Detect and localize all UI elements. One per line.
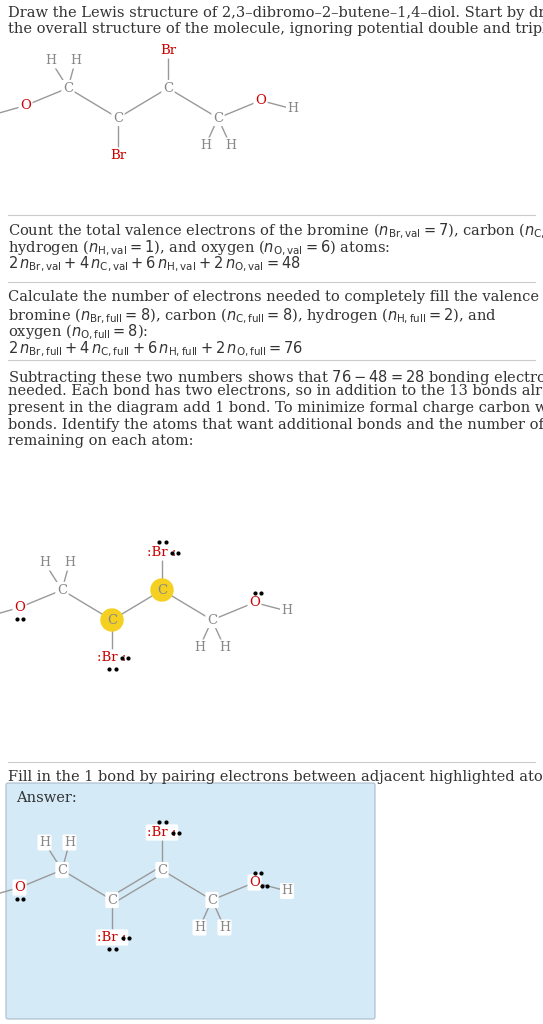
Text: O: O (249, 876, 260, 889)
Text: C: C (213, 112, 223, 125)
Text: $2\,n_{\mathrm{Br,full}}+4\,n_{\mathrm{C,full}}+6\,n_{\mathrm{H,full}}+2\,n_{\ma: $2\,n_{\mathrm{Br,full}}+4\,n_{\mathrm{C… (8, 340, 304, 358)
Text: remaining on each atom:: remaining on each atom: (8, 434, 193, 449)
Text: C: C (157, 863, 167, 877)
Text: O: O (20, 99, 31, 112)
Text: oxygen ($n_{\mathrm{O,full}}=8$):: oxygen ($n_{\mathrm{O,full}}=8$): (8, 323, 148, 342)
Text: the overall structure of the molecule, ignoring potential double and triple bond: the overall structure of the molecule, i… (8, 23, 543, 37)
Text: $2\,n_{\mathrm{Br,val}}+4\,n_{\mathrm{C,val}}+6\,n_{\mathrm{H,val}}+2\,n_{\mathr: $2\,n_{\mathrm{Br,val}}+4\,n_{\mathrm{C,… (8, 255, 301, 274)
Text: H: H (64, 836, 75, 849)
Text: bromine ($n_{\mathrm{Br,full}}=8$), carbon ($n_{\mathrm{C,full}}=8$), hydrogen (: bromine ($n_{\mathrm{Br,full}}=8$), carb… (8, 306, 497, 326)
Circle shape (151, 579, 173, 601)
Text: bonds. Identify the atoms that want additional bonds and the number of electrons: bonds. Identify the atoms that want addi… (8, 418, 543, 431)
Circle shape (101, 609, 123, 631)
Text: C: C (113, 112, 123, 125)
Text: H: H (219, 921, 230, 934)
Text: Draw the Lewis structure of 2,3–dibromo–2–butene–1,4–diol. Start by drawing: Draw the Lewis structure of 2,3–dibromo–… (8, 6, 543, 20)
Text: H: H (225, 139, 236, 152)
Text: :Br :: :Br : (97, 651, 127, 664)
Text: :Br :: :Br : (147, 546, 176, 559)
Text: H: H (194, 921, 205, 934)
Text: O: O (249, 596, 260, 609)
Text: Br: Br (110, 150, 126, 162)
Text: H: H (281, 604, 293, 617)
Text: H: H (281, 885, 293, 897)
Text: H: H (64, 556, 75, 569)
Text: H: H (39, 556, 50, 569)
Text: C: C (57, 584, 67, 597)
Text: Count the total valence electrons of the bromine ($n_{\mathrm{Br,val}}=7$), carb: Count the total valence electrons of the… (8, 222, 543, 242)
Text: :Br :: :Br : (97, 931, 127, 944)
Text: hydrogen ($n_{\mathrm{H,val}}=1$), and oxygen ($n_{\mathrm{O,val}}=6$) atoms:: hydrogen ($n_{\mathrm{H,val}}=1$), and o… (8, 239, 390, 258)
Text: O: O (255, 94, 266, 106)
Text: H: H (70, 54, 81, 67)
Text: H: H (200, 139, 211, 152)
Text: :Br :: :Br : (147, 826, 176, 839)
Text: Answer:: Answer: (16, 791, 77, 805)
Text: H: H (219, 641, 230, 654)
FancyBboxPatch shape (6, 783, 375, 1019)
Text: H: H (45, 54, 56, 67)
Text: Br: Br (160, 44, 176, 57)
Text: H: H (287, 102, 299, 116)
Text: O: O (14, 601, 25, 614)
Text: C: C (157, 584, 167, 597)
Text: C: C (207, 613, 217, 627)
Text: Calculate the number of electrons needed to completely fill the valence shells f: Calculate the number of electrons needed… (8, 290, 543, 304)
Text: C: C (163, 82, 173, 94)
Text: needed. Each bond has two electrons, so in addition to the 13 bonds already: needed. Each bond has two electrons, so … (8, 384, 543, 398)
Text: present in the diagram add 1 bond. To minimize formal charge carbon wants 4: present in the diagram add 1 bond. To mi… (8, 401, 543, 415)
Text: Fill in the 1 bond by pairing electrons between adjacent highlighted atoms:: Fill in the 1 bond by pairing electrons … (8, 770, 543, 784)
Text: H: H (39, 836, 50, 849)
Text: C: C (57, 863, 67, 877)
Text: Subtracting these two numbers shows that $76-48=28$ bonding electrons are: Subtracting these two numbers shows that… (8, 368, 543, 387)
Text: C: C (207, 894, 217, 906)
Text: C: C (63, 82, 73, 94)
Text: H: H (194, 641, 205, 654)
Text: C: C (107, 894, 117, 906)
Text: O: O (14, 881, 25, 894)
Text: C: C (107, 613, 117, 627)
